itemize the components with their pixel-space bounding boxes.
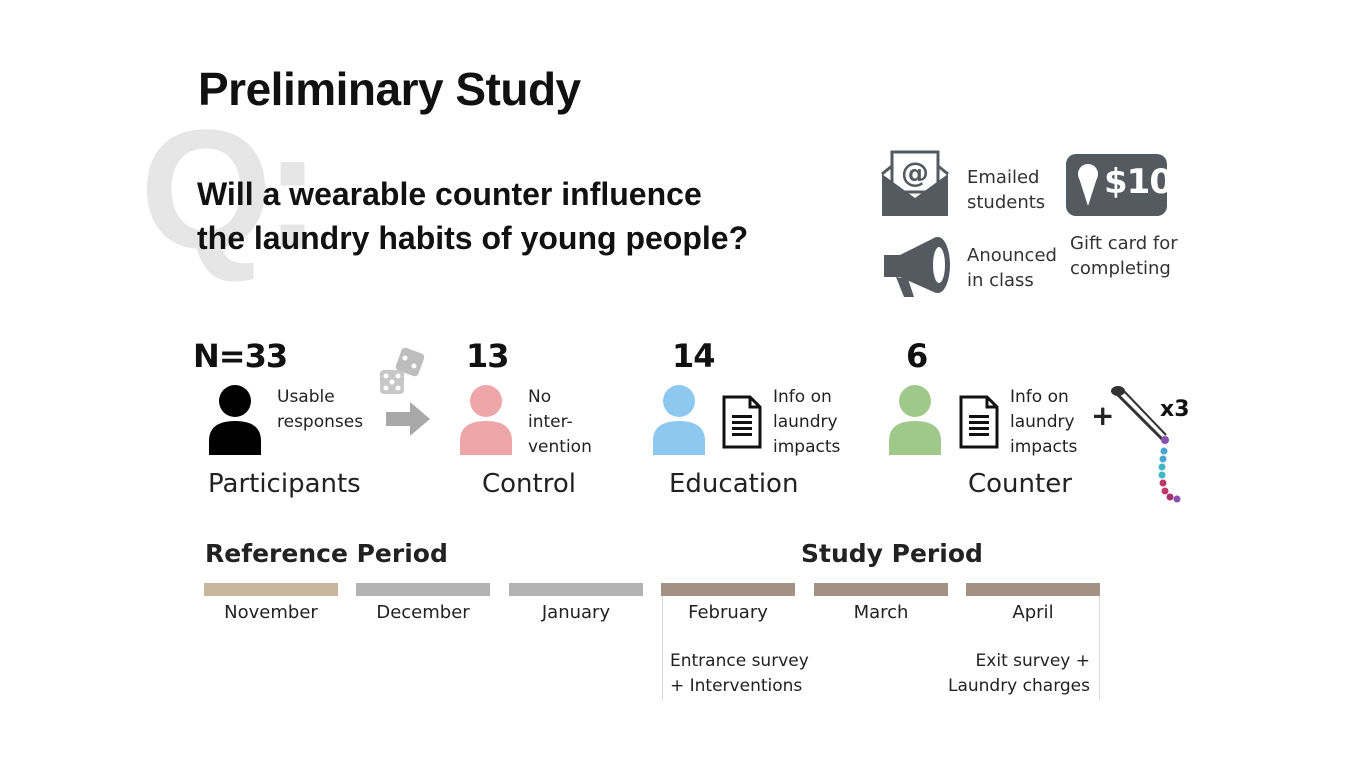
end-note-line-1: Exit survey + xyxy=(975,651,1090,671)
counter-note-line-2: laundry xyxy=(1010,412,1075,432)
ice-cream-icon xyxy=(1078,164,1098,206)
month-label-april: April xyxy=(1012,602,1054,623)
education-person-icon xyxy=(653,385,705,455)
counter-count: 6 xyxy=(906,337,928,375)
counter-document-icon xyxy=(959,395,999,449)
education-count: 14 xyxy=(672,337,716,375)
participants-label: Participants xyxy=(208,469,361,499)
times-three-label: x3 xyxy=(1160,397,1190,422)
counter-note: Info on laundry impacts xyxy=(1010,385,1077,460)
end-note-line-2: Laundry charges xyxy=(947,676,1090,696)
month-label-november: November xyxy=(224,602,318,623)
education-document-icon xyxy=(722,395,762,449)
month-bar-february xyxy=(661,583,795,596)
entrance-survey-note: Entrance survey + Interventions xyxy=(670,649,809,699)
gift-line-1: Gift card for xyxy=(1070,233,1178,254)
page-title: Preliminary Study xyxy=(198,63,581,115)
counter-note-line-1: Info on xyxy=(1010,387,1069,407)
education-label: Education xyxy=(669,469,799,499)
control-note-line-2: inter- xyxy=(528,412,573,432)
emailed-text: Emailed students xyxy=(967,165,1045,215)
month-bar-december xyxy=(356,583,490,596)
exit-survey-note: Exit survey + Laundry charges xyxy=(940,649,1090,699)
start-note-line-1: Entrance survey xyxy=(670,651,809,671)
plus-sign: + xyxy=(1091,399,1115,432)
participants-count: N=33 xyxy=(193,337,288,375)
month-bar-april xyxy=(966,583,1100,596)
month-bar-november xyxy=(204,583,338,596)
control-label: Control xyxy=(482,469,576,499)
counter-person-icon xyxy=(889,385,941,455)
education-note-line-3: impacts xyxy=(773,437,841,457)
announced-line-2: in class xyxy=(967,270,1034,291)
arrow-right-icon xyxy=(386,402,430,436)
month-label-december: December xyxy=(376,602,470,623)
gift-line-2: completing xyxy=(1070,258,1171,279)
counter-label: Counter xyxy=(968,469,1072,499)
control-count: 13 xyxy=(466,337,510,375)
control-note-line-1: No xyxy=(528,387,552,407)
announced-line-1: Anounced xyxy=(967,245,1057,266)
counter-note-line-3: impacts xyxy=(1010,437,1078,457)
control-note-line-3: vention xyxy=(528,437,592,457)
month-bar-january xyxy=(509,583,643,596)
participants-note-line-2: responses xyxy=(277,412,364,432)
emailed-line-2: students xyxy=(967,192,1046,213)
gift-text: Gift card for completing xyxy=(1070,231,1178,281)
dice-icon xyxy=(380,347,425,394)
month-label-february: February xyxy=(688,602,768,623)
question-line-1: Will a wearable counter influence xyxy=(197,176,702,212)
education-note-line-1: Info on xyxy=(773,387,832,407)
month-label-january: January xyxy=(541,602,611,623)
education-note-line-2: laundry xyxy=(773,412,838,432)
q-watermark: Q: xyxy=(140,95,321,285)
emailed-line-1: Emailed xyxy=(967,167,1040,188)
research-question: Will a wearable counter influence the la… xyxy=(197,172,837,260)
participants-note: Usable responses xyxy=(277,385,363,435)
control-person-icon xyxy=(460,385,512,455)
participant-person-icon xyxy=(209,385,261,455)
reference-period-label: Reference Period xyxy=(205,539,448,568)
control-note: No inter- vention xyxy=(528,385,592,460)
start-note-line-2: + Interventions xyxy=(670,676,803,696)
education-note: Info on laundry impacts xyxy=(773,385,840,460)
announced-text: Anounced in class xyxy=(967,243,1057,293)
question-line-2: the laundry habits of young people? xyxy=(197,220,749,256)
study-end-divider xyxy=(1099,596,1100,700)
megaphone-icon xyxy=(884,237,950,297)
gift-amount: $10 xyxy=(1104,162,1173,202)
month-bar-march xyxy=(814,583,948,596)
gift-card-icon: $10 xyxy=(1066,154,1173,216)
participants-note-line-1: Usable xyxy=(277,387,335,407)
email-envelope-icon: @ xyxy=(881,150,949,216)
study-start-divider xyxy=(662,596,663,700)
svg-text:@: @ xyxy=(901,156,929,189)
month-label-march: March xyxy=(853,602,909,623)
study-period-label: Study Period xyxy=(801,539,983,568)
safety-pin-counter-icon xyxy=(1111,386,1181,503)
